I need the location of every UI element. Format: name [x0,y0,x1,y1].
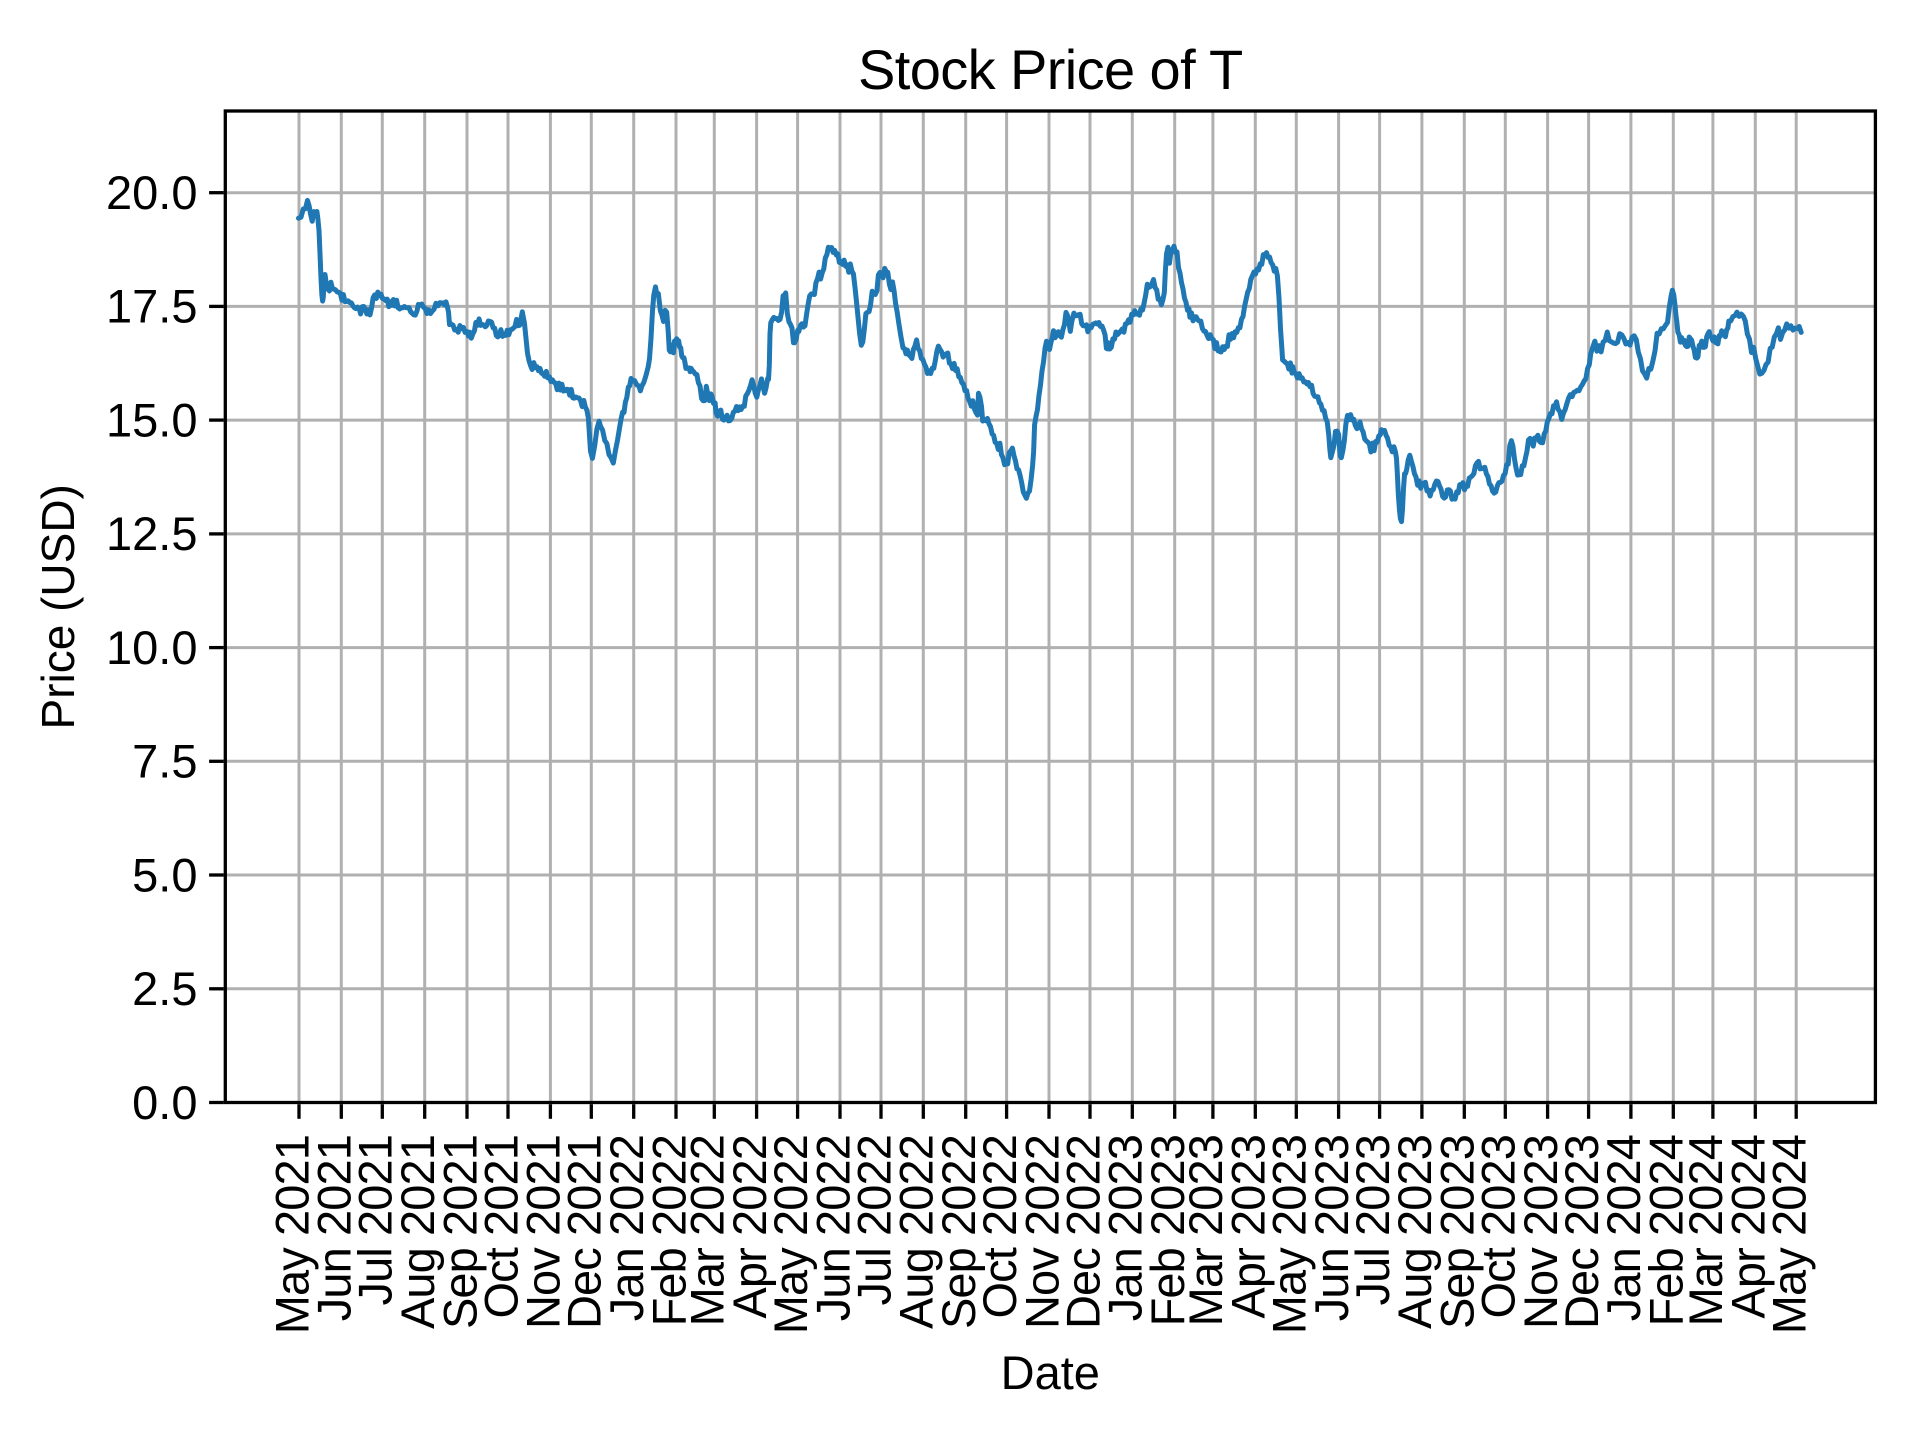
svg-text:May 2021: May 2021 [265,1135,318,1334]
svg-text:Jul 2023: Jul 2023 [1346,1135,1399,1306]
svg-text:2.5: 2.5 [132,962,197,1015]
svg-text:May 2022: May 2022 [764,1135,817,1334]
svg-text:Aug 2022: Aug 2022 [890,1135,943,1329]
svg-text:17.5: 17.5 [106,280,197,333]
svg-text:12.5: 12.5 [106,507,197,560]
svg-text:Oct 2023: Oct 2023 [1472,1135,1525,1319]
svg-text:Oct 2022: Oct 2022 [973,1135,1026,1319]
svg-text:15.0: 15.0 [106,393,197,446]
svg-text:Feb 2023: Feb 2023 [1141,1135,1194,1326]
svg-text:Feb 2022: Feb 2022 [642,1135,695,1326]
svg-text:Price (USD): Price (USD) [32,484,84,729]
svg-text:Sep 2023: Sep 2023 [1431,1135,1484,1329]
svg-text:Dec 2023: Dec 2023 [1555,1135,1608,1329]
svg-text:Jun 2023: Jun 2023 [1305,1135,1358,1321]
svg-text:Mar 2024: Mar 2024 [1679,1135,1732,1326]
svg-text:Date: Date [1001,1346,1100,1399]
svg-text:Aug 2021: Aug 2021 [391,1135,444,1329]
svg-text:Dec 2022: Dec 2022 [1056,1135,1109,1329]
svg-text:5.0: 5.0 [132,848,197,901]
svg-text:Sep 2021: Sep 2021 [433,1135,486,1329]
svg-text:Mar 2023: Mar 2023 [1179,1135,1232,1326]
svg-text:Jan 2023: Jan 2023 [1099,1135,1152,1321]
svg-text:7.5: 7.5 [132,735,197,788]
svg-text:Apr 2023: Apr 2023 [1222,1135,1275,1319]
svg-text:Apr 2024: Apr 2024 [1722,1135,1775,1319]
svg-text:May 2024: May 2024 [1763,1135,1816,1334]
svg-text:Jul 2021: Jul 2021 [349,1135,402,1306]
svg-text:Jun 2022: Jun 2022 [806,1135,859,1321]
svg-text:Oct 2021: Oct 2021 [474,1135,527,1319]
svg-text:20.0: 20.0 [106,166,197,219]
svg-text:Nov 2022: Nov 2022 [1015,1135,1068,1329]
svg-text:Jul 2022: Jul 2022 [847,1135,900,1306]
svg-text:Jan 2022: Jan 2022 [600,1135,653,1321]
svg-text:10.0: 10.0 [106,621,197,674]
svg-text:Dec 2021: Dec 2021 [558,1135,611,1329]
svg-text:Mar 2022: Mar 2022 [681,1135,734,1326]
svg-text:Aug 2023: Aug 2023 [1388,1135,1441,1329]
svg-text:Sep 2022: Sep 2022 [932,1135,985,1329]
svg-text:Apr 2022: Apr 2022 [723,1135,776,1319]
svg-text:Jan 2024: Jan 2024 [1597,1135,1650,1321]
svg-text:Nov 2021: Nov 2021 [517,1135,570,1329]
svg-text:0.0: 0.0 [132,1076,197,1129]
svg-text:Stock Price of T: Stock Price of T [858,38,1243,101]
svg-text:Nov 2023: Nov 2023 [1514,1135,1567,1329]
svg-text:May 2023: May 2023 [1263,1135,1316,1334]
svg-text:Jun 2021: Jun 2021 [308,1135,361,1321]
svg-text:Feb 2024: Feb 2024 [1640,1135,1693,1326]
